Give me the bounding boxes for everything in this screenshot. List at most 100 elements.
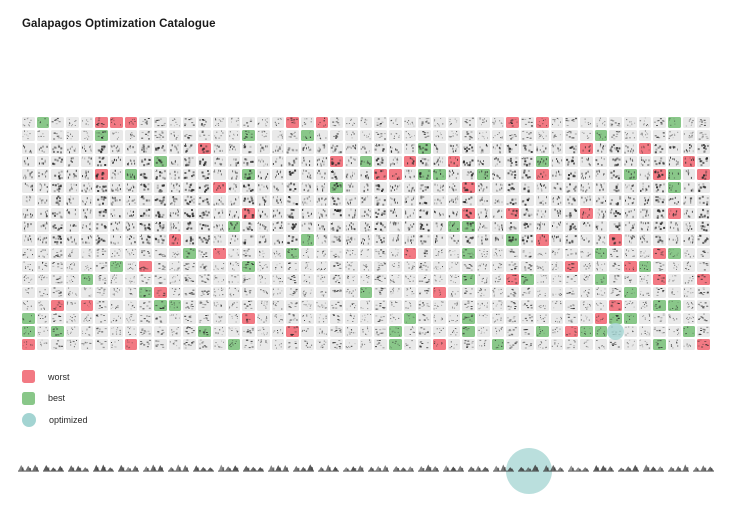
genome-cell[interactable]: [300, 312, 314, 324]
genome-cell[interactable]: [198, 260, 211, 272]
genome-cell[interactable]: [653, 182, 666, 194]
model-thumbnail[interactable]: [618, 459, 639, 473]
genome-cell-best[interactable]: [638, 260, 652, 272]
genome-cell-worst[interactable]: [22, 338, 35, 350]
genome-cell[interactable]: [344, 286, 358, 298]
genome-cell[interactable]: [579, 195, 593, 207]
genome-cell[interactable]: [447, 182, 461, 194]
genome-cell-worst[interactable]: [653, 169, 666, 181]
genome-cell[interactable]: [594, 234, 608, 246]
genome-cell[interactable]: [462, 234, 476, 246]
genome-cell[interactable]: [653, 260, 666, 272]
genome-cell[interactable]: [579, 117, 593, 129]
genome-cell[interactable]: [477, 156, 490, 168]
genome-cell[interactable]: [697, 143, 710, 155]
genome-cell-worst[interactable]: [389, 169, 402, 181]
genome-cell[interactable]: [66, 143, 79, 155]
genome-cell[interactable]: [51, 286, 65, 298]
genome-cell[interactable]: [506, 286, 520, 298]
genome-cell[interactable]: [535, 273, 549, 285]
genome-cell[interactable]: [682, 260, 696, 272]
genome-cell[interactable]: [51, 338, 65, 350]
genome-cell[interactable]: [110, 156, 123, 168]
genome-cell[interactable]: [389, 234, 402, 246]
genome-cell[interactable]: [579, 156, 593, 168]
genome-cell[interactable]: [374, 312, 388, 324]
genome-cell[interactable]: [359, 182, 373, 194]
genome-cell[interactable]: [374, 325, 388, 337]
genome-cell[interactable]: [550, 234, 564, 246]
genome-cell[interactable]: [609, 143, 622, 155]
genome-cell[interactable]: [682, 299, 696, 311]
genome-cell[interactable]: [139, 221, 153, 233]
genome-cell-worst[interactable]: [579, 143, 593, 155]
genome-cell[interactable]: [609, 169, 622, 181]
genome-cell[interactable]: [36, 182, 50, 194]
genome-cell[interactable]: [653, 130, 666, 142]
genome-cell[interactable]: [638, 338, 652, 350]
genome-cell[interactable]: [609, 247, 622, 259]
genome-cell[interactable]: [110, 325, 123, 337]
genome-cell[interactable]: [139, 325, 153, 337]
genome-cell[interactable]: [609, 208, 622, 220]
genome-cell[interactable]: [95, 182, 109, 194]
model-thumbnail[interactable]: [343, 459, 364, 473]
genome-cell[interactable]: [521, 312, 534, 324]
genome-cell[interactable]: [521, 143, 534, 155]
genome-cell[interactable]: [271, 338, 285, 350]
genome-cell[interactable]: [110, 234, 123, 246]
genome-cell[interactable]: [124, 299, 138, 311]
genome-cell[interactable]: [462, 117, 476, 129]
genome-cell-best[interactable]: [418, 169, 432, 181]
genome-cell[interactable]: [300, 221, 314, 233]
genome-cell[interactable]: [344, 169, 358, 181]
genome-cell[interactable]: [80, 143, 94, 155]
genome-cell[interactable]: [256, 325, 270, 337]
genome-cell[interactable]: [183, 260, 197, 272]
model-thumbnail[interactable]: [543, 459, 564, 473]
genome-cell[interactable]: [271, 273, 285, 285]
genome-cell[interactable]: [183, 156, 197, 168]
genome-cell[interactable]: [477, 143, 490, 155]
genome-cell[interactable]: [212, 286, 226, 298]
genome-cell-best[interactable]: [653, 299, 666, 311]
genome-cell[interactable]: [565, 195, 578, 207]
genome-cell[interactable]: [506, 312, 520, 324]
genome-cell[interactable]: [183, 182, 197, 194]
genome-cell-worst[interactable]: [609, 299, 622, 311]
genome-cell[interactable]: [154, 117, 167, 129]
genome-cell[interactable]: [565, 247, 578, 259]
genome-cell[interactable]: [212, 169, 226, 181]
genome-cell-worst[interactable]: [623, 260, 637, 272]
genome-cell[interactable]: [330, 338, 343, 350]
genome-cell-best[interactable]: [403, 312, 417, 324]
genome-cell[interactable]: [256, 338, 270, 350]
genome-cell[interactable]: [462, 143, 476, 155]
genome-cell-best[interactable]: [168, 299, 182, 311]
genome-cell[interactable]: [110, 195, 123, 207]
genome-cell[interactable]: [565, 156, 578, 168]
genome-cell[interactable]: [242, 273, 255, 285]
genome-cell[interactable]: [22, 156, 35, 168]
genome-cell[interactable]: [168, 286, 182, 298]
genome-cell[interactable]: [638, 195, 652, 207]
genome-cell[interactable]: [477, 260, 490, 272]
genome-cell-best[interactable]: [300, 234, 314, 246]
genome-cell[interactable]: [418, 312, 432, 324]
genome-cell[interactable]: [330, 286, 343, 298]
genome-cell[interactable]: [51, 156, 65, 168]
genome-cell[interactable]: [80, 312, 94, 324]
genome-cell[interactable]: [682, 247, 696, 259]
genome-cell[interactable]: [154, 260, 167, 272]
genome-cell[interactable]: [359, 195, 373, 207]
genome-cell-best[interactable]: [535, 156, 549, 168]
genome-cell[interactable]: [433, 117, 446, 129]
genome-cell[interactable]: [653, 195, 666, 207]
genome-cell[interactable]: [22, 182, 35, 194]
genome-cell[interactable]: [168, 182, 182, 194]
genome-cell-best[interactable]: [521, 273, 534, 285]
genome-cell[interactable]: [477, 247, 490, 259]
genome-cell[interactable]: [22, 234, 35, 246]
genome-cell[interactable]: [403, 130, 417, 142]
genome-cell[interactable]: [521, 234, 534, 246]
